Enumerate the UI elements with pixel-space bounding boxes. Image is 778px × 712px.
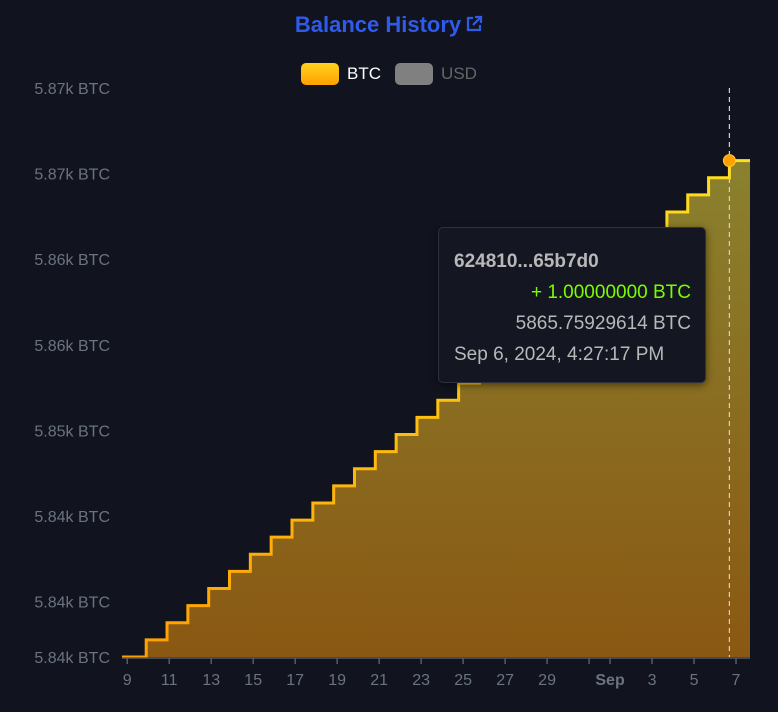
x-tick-label: 15 bbox=[244, 672, 262, 689]
chart-title[interactable]: Balance History bbox=[0, 12, 778, 38]
y-tick-label: 5.87k BTC bbox=[34, 81, 110, 98]
x-tick-label: 27 bbox=[496, 672, 514, 689]
legend-label-btc: BTC bbox=[347, 64, 382, 83]
y-tick-label: 5.84k BTC bbox=[34, 650, 110, 667]
legend: BTC USD bbox=[0, 63, 778, 85]
x-tick-label: 23 bbox=[412, 672, 430, 689]
y-tick-label: 5.84k BTC bbox=[34, 509, 110, 526]
y-tick-label: 5.85k BTC bbox=[34, 423, 110, 440]
tooltip-tx-id: 624810...65b7d0 bbox=[454, 251, 599, 272]
legend-swatch-btc bbox=[301, 63, 340, 85]
x-tick-label: 3 bbox=[648, 672, 657, 689]
legend-label-usd: USD bbox=[441, 64, 477, 83]
x-tick-label: 25 bbox=[454, 672, 472, 689]
y-tick-label: 5.84k BTC bbox=[34, 595, 110, 612]
hover-marker bbox=[722, 154, 736, 168]
x-tick-label: 7 bbox=[732, 672, 741, 689]
tooltip-time: Sep 6, 2024, 4:27:17 PM bbox=[454, 344, 665, 365]
x-tick-label: 13 bbox=[202, 672, 220, 689]
x-tick-label: 17 bbox=[286, 672, 304, 689]
chart-title-text: Balance History bbox=[294, 12, 462, 37]
y-tick-label: 5.86k BTC bbox=[34, 252, 110, 269]
y-tick-label: 5.86k BTC bbox=[34, 338, 110, 355]
legend-swatch-usd bbox=[395, 63, 434, 85]
x-tick-label: 5 bbox=[690, 672, 699, 689]
x-tick-label: 29 bbox=[538, 672, 556, 689]
legend-item-btc[interactable]: BTC bbox=[301, 63, 381, 85]
y-tick-label: 5.87k BTC bbox=[34, 167, 110, 184]
external-link-icon[interactable] bbox=[465, 15, 483, 33]
x-tick-label: 21 bbox=[370, 672, 388, 689]
x-tick-label: Sep bbox=[595, 672, 625, 689]
tooltip-balance: 5865.75929614 BTC bbox=[515, 313, 691, 334]
tooltip-change: + 1.00000000 BTC bbox=[530, 282, 691, 303]
x-tick-label: 9 bbox=[123, 672, 132, 689]
legend-item-usd[interactable]: USD bbox=[395, 63, 477, 85]
tooltip: 624810...65b7d0 + 1.00000000 BTC 5865.75… bbox=[438, 227, 706, 383]
x-tick-label: 19 bbox=[328, 672, 346, 689]
x-tick-label: 11 bbox=[161, 672, 178, 689]
